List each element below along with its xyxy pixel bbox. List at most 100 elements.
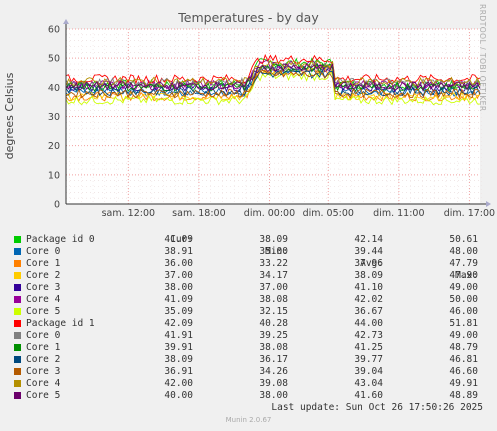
legend-avg: 41.10 bbox=[354, 282, 383, 293]
legend-min: 38.08 bbox=[259, 294, 288, 305]
legend-avg: 37.96 bbox=[354, 258, 383, 269]
legend-label: Package id 1 bbox=[26, 318, 95, 329]
axes bbox=[63, 19, 491, 207]
legend-avg: 36.67 bbox=[354, 306, 383, 317]
x-tick-label: sam. 12:00 bbox=[102, 208, 155, 219]
legend-max: 47.79 bbox=[449, 258, 478, 269]
legend-cur: 41.09 bbox=[164, 294, 193, 305]
legend-min: 34.17 bbox=[259, 270, 288, 281]
legend-max: 46.60 bbox=[449, 366, 478, 377]
legend-cur: 37.00 bbox=[164, 270, 193, 281]
legend-item: Core 3 36.91 34.26 39.04 46.60 bbox=[14, 366, 488, 378]
legend-item: Core 0 41.91 39.25 42.73 49.00 bbox=[14, 330, 488, 342]
legend-max: 48.89 bbox=[449, 390, 478, 401]
legend-swatch bbox=[14, 332, 21, 339]
legend-label: Core 5 bbox=[26, 390, 61, 401]
legend-max: 50.00 bbox=[449, 294, 478, 305]
x-tick-label: dim. 17:00 bbox=[444, 208, 495, 219]
legend-label: Core 4 bbox=[26, 378, 61, 389]
legend-avg: 38.09 bbox=[354, 270, 383, 281]
legend-item: Package id 1 42.09 40.28 44.00 51.81 bbox=[14, 318, 488, 330]
legend-label: Core 4 bbox=[26, 294, 61, 305]
legend-min: 34.26 bbox=[259, 366, 288, 377]
y-tick-label: 60 bbox=[48, 25, 60, 36]
y-tick-label: 30 bbox=[48, 112, 60, 123]
series-line bbox=[65, 59, 481, 87]
legend-label: Core 1 bbox=[26, 342, 61, 353]
grid bbox=[66, 28, 482, 204]
header-avg: Avg: bbox=[360, 258, 383, 269]
legend-avg: 42.14 bbox=[354, 234, 383, 245]
legend-cur: 38.00 bbox=[164, 282, 193, 293]
legend-swatch bbox=[14, 368, 21, 375]
legend-max: 49.00 bbox=[449, 282, 478, 293]
legend-max: 46.81 bbox=[449, 354, 478, 365]
legend-label: Core 0 bbox=[26, 330, 61, 341]
x-tick-label: dim. 05:00 bbox=[303, 208, 354, 219]
legend-min: 38.08 bbox=[259, 342, 288, 353]
series-line bbox=[65, 71, 481, 106]
legend-swatch bbox=[14, 344, 21, 351]
x-tick-label: dim. 00:00 bbox=[244, 208, 295, 219]
legend-cur: 42.00 bbox=[164, 378, 193, 389]
legend-swatch bbox=[14, 308, 21, 315]
legend-label: Core 3 bbox=[26, 282, 61, 293]
header-cur: Cur: bbox=[170, 234, 193, 245]
legend-min: 37.00 bbox=[259, 282, 288, 293]
legend-swatch bbox=[14, 392, 21, 399]
y-tick-label: 50 bbox=[48, 54, 60, 65]
legend-min: 35.00 bbox=[259, 246, 288, 257]
legend-cur: 42.09 bbox=[164, 318, 193, 329]
legend-swatch bbox=[14, 260, 21, 267]
legend-cur: 41.09 bbox=[164, 234, 193, 245]
y-tick-labels: 0 10 20 30 40 50 60 bbox=[48, 25, 60, 211]
legend-avg: 41.60 bbox=[354, 390, 383, 401]
legend-cur: 38.91 bbox=[164, 246, 193, 257]
legend-max: 49.00 bbox=[449, 330, 478, 341]
legend-max: 48.79 bbox=[449, 342, 478, 353]
legend-avg: 39.04 bbox=[354, 366, 383, 377]
legend-swatch bbox=[14, 356, 21, 363]
legend-swatch bbox=[14, 272, 21, 279]
legend-cur: 41.91 bbox=[164, 330, 193, 341]
legend-header: Cur: Min: Avg: Max: bbox=[14, 222, 488, 281]
legend-min: 32.15 bbox=[259, 306, 288, 317]
legend-item: Core 3 38.00 37.00 41.10 49.00 bbox=[14, 282, 488, 294]
legend: Cur: Min: Avg: Max: Package id 0 41.09 38.… bbox=[14, 222, 488, 402]
legend-item: Core 4 42.00 39.08 43.04 49.91 bbox=[14, 378, 488, 390]
legend-max: 46.00 bbox=[449, 306, 478, 317]
legend-cur: 38.09 bbox=[164, 354, 193, 365]
last-update: Last update: Sun Oct 26 17:50:26 2025 bbox=[271, 402, 483, 413]
y-tick-label: 40 bbox=[48, 83, 60, 94]
legend-avg: 39.44 bbox=[354, 246, 383, 257]
x-tick-label: dim. 11:00 bbox=[373, 208, 424, 219]
x-tick-labels: sam. 12:00 sam. 18:00 dim. 00:00 dim. 05:00… bbox=[102, 208, 495, 219]
y-tick-label: 10 bbox=[48, 170, 60, 181]
legend-cur: 39.91 bbox=[164, 342, 193, 353]
legend-swatch bbox=[14, 380, 21, 387]
legend-label: Package id 0 bbox=[26, 234, 95, 245]
legend-max: 50.61 bbox=[449, 234, 478, 245]
legend-item: Core 5 35.09 32.15 36.67 46.00 bbox=[14, 306, 488, 318]
legend-min: 39.25 bbox=[259, 330, 288, 341]
legend-label: Core 2 bbox=[26, 354, 61, 365]
legend-cur: 35.09 bbox=[164, 306, 193, 317]
legend-label: Core 1 bbox=[26, 258, 61, 269]
legend-avg: 42.02 bbox=[354, 294, 383, 305]
legend-label: Core 3 bbox=[26, 366, 61, 377]
legend-item: Core 2 37.00 34.17 38.09 47.90 bbox=[14, 270, 488, 282]
legend-max: 47.90 bbox=[449, 270, 478, 281]
legend-min: 36.17 bbox=[259, 354, 288, 365]
chart-title: Temperatures - by day bbox=[178, 10, 319, 25]
legend-avg: 44.00 bbox=[354, 318, 383, 329]
legend-cur: 36.91 bbox=[164, 366, 193, 377]
legend-min: 38.00 bbox=[259, 390, 288, 401]
legend-max: 51.81 bbox=[449, 318, 478, 329]
legend-swatch bbox=[14, 284, 21, 291]
legend-avg: 39.77 bbox=[354, 354, 383, 365]
legend-cur: 40.00 bbox=[164, 390, 193, 401]
legend-item: Core 1 39.91 38.08 41.25 48.79 bbox=[14, 342, 488, 354]
legend-max: 48.00 bbox=[449, 246, 478, 257]
legend-item: Core 1 36.00 33.22 37.96 47.79 bbox=[14, 258, 488, 270]
legend-min: 39.08 bbox=[259, 378, 288, 389]
